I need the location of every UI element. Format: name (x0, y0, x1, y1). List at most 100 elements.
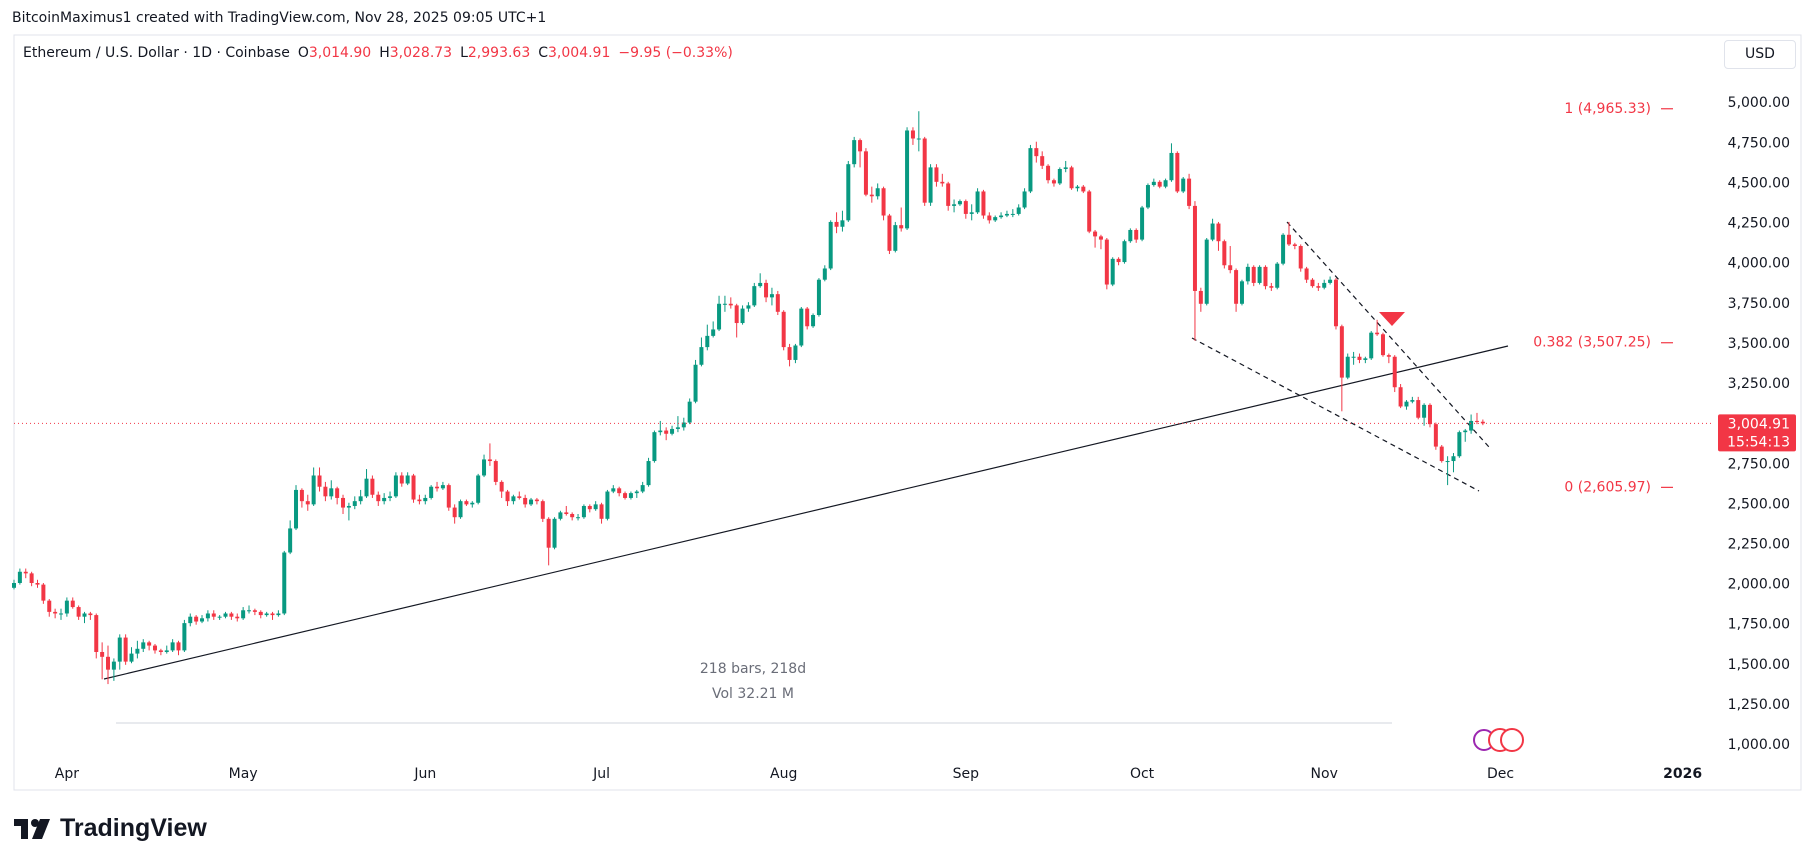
candle-body (540, 501, 545, 519)
candle-body (1375, 332, 1380, 335)
candle-body (940, 181, 945, 184)
candle-body (141, 642, 146, 649)
candle-body (546, 518, 551, 548)
candle-body (311, 475, 316, 505)
candle-body (787, 347, 792, 360)
candle-body (205, 613, 210, 619)
currency-button[interactable]: USD (1724, 40, 1796, 69)
candle-body (664, 430, 669, 434)
candle-body (952, 204, 957, 206)
candle-body (329, 488, 334, 497)
stat-value: 3,014.90 (308, 45, 372, 61)
y-tick-label: 4,500.00 (1728, 175, 1790, 191)
candle-body (981, 191, 986, 216)
candle-body (1040, 156, 1045, 166)
candle-body (1269, 286, 1274, 288)
candle-body (816, 279, 821, 316)
candle-body (158, 650, 163, 652)
candle-body (740, 308, 745, 324)
candle-body (429, 486, 434, 498)
candle-body (1328, 279, 1333, 283)
candle-body (910, 130, 915, 139)
candle-body (435, 486, 440, 489)
candle-body (687, 401, 692, 423)
candle-body (1046, 165, 1051, 181)
candle-body (200, 618, 205, 622)
candle-body (1093, 231, 1098, 237)
candle-body (1140, 207, 1145, 240)
y-tick-label: 4,000.00 (1728, 256, 1790, 272)
candle-body (640, 485, 645, 492)
candle-body (106, 656, 111, 670)
candle-body (605, 491, 610, 519)
candle-body (1022, 191, 1027, 208)
candle-body (969, 212, 974, 214)
stat-key: O (297, 45, 309, 61)
candle-body (352, 501, 357, 506)
candle-body (681, 422, 686, 428)
candle-body (1069, 167, 1074, 189)
candle-body (728, 303, 733, 306)
candle-body (1163, 180, 1168, 187)
candle-body (335, 488, 340, 498)
candle-body (558, 512, 563, 519)
candle-body (1410, 400, 1415, 402)
candle-body (999, 215, 1004, 218)
candle-body (1469, 420, 1474, 431)
candle-body (505, 491, 510, 502)
measure-bars: 218 bars, 218d (700, 661, 806, 677)
candle-body (1245, 266, 1250, 282)
candle-body (194, 616, 199, 622)
x-tick-label: Dec (1487, 766, 1514, 782)
candle-body (899, 225, 904, 229)
candle-body (793, 345, 798, 360)
candle-body (805, 308, 810, 327)
candle-body (370, 478, 375, 495)
candle-body (82, 613, 87, 617)
candle-body (699, 347, 704, 365)
candle-body (182, 623, 187, 651)
candle-body (1380, 334, 1385, 356)
candle-body (1422, 404, 1427, 418)
stat-key: C (538, 45, 549, 61)
candle-body (487, 459, 492, 462)
candle-body (423, 497, 428, 502)
candle-body (1404, 401, 1409, 407)
y-tick-label: 5,000.00 (1728, 95, 1790, 111)
candle-body (1310, 279, 1315, 287)
candle-body (482, 459, 487, 476)
x-tick-label: May (229, 766, 258, 782)
candle-body (1298, 246, 1303, 269)
candle-body (235, 616, 240, 619)
candle-body (153, 645, 158, 651)
y-tick-label: 2,750.00 (1728, 456, 1790, 472)
candle-body (670, 428, 675, 434)
candle-body (53, 611, 58, 614)
candle-body (752, 286, 757, 306)
candle-body (928, 167, 933, 203)
candle-body (1145, 185, 1150, 208)
candle-body (1398, 387, 1403, 407)
fib-label: 1 (4,965.33) (1564, 101, 1651, 117)
candle-body (646, 461, 651, 486)
logo-part (31, 819, 39, 827)
candle-body (957, 201, 962, 205)
candle-body (1292, 244, 1297, 247)
candle-body (17, 571, 22, 583)
candle-body (658, 430, 663, 433)
candle-body (1281, 234, 1286, 264)
candle-body (828, 221, 833, 269)
candle-body (993, 217, 998, 221)
candle-body (341, 497, 346, 508)
candle-body (100, 651, 105, 657)
brand: TradingView (60, 814, 207, 842)
candle-body (47, 600, 52, 612)
y-tick-label: 2,000.00 (1728, 577, 1790, 593)
price-box (1718, 414, 1796, 452)
candle-body (1286, 234, 1291, 245)
candle-body (135, 648, 140, 654)
measure-volume: Vol 32.21 M (712, 686, 794, 702)
candle-body (1445, 461, 1450, 463)
candle-body (1228, 265, 1233, 271)
